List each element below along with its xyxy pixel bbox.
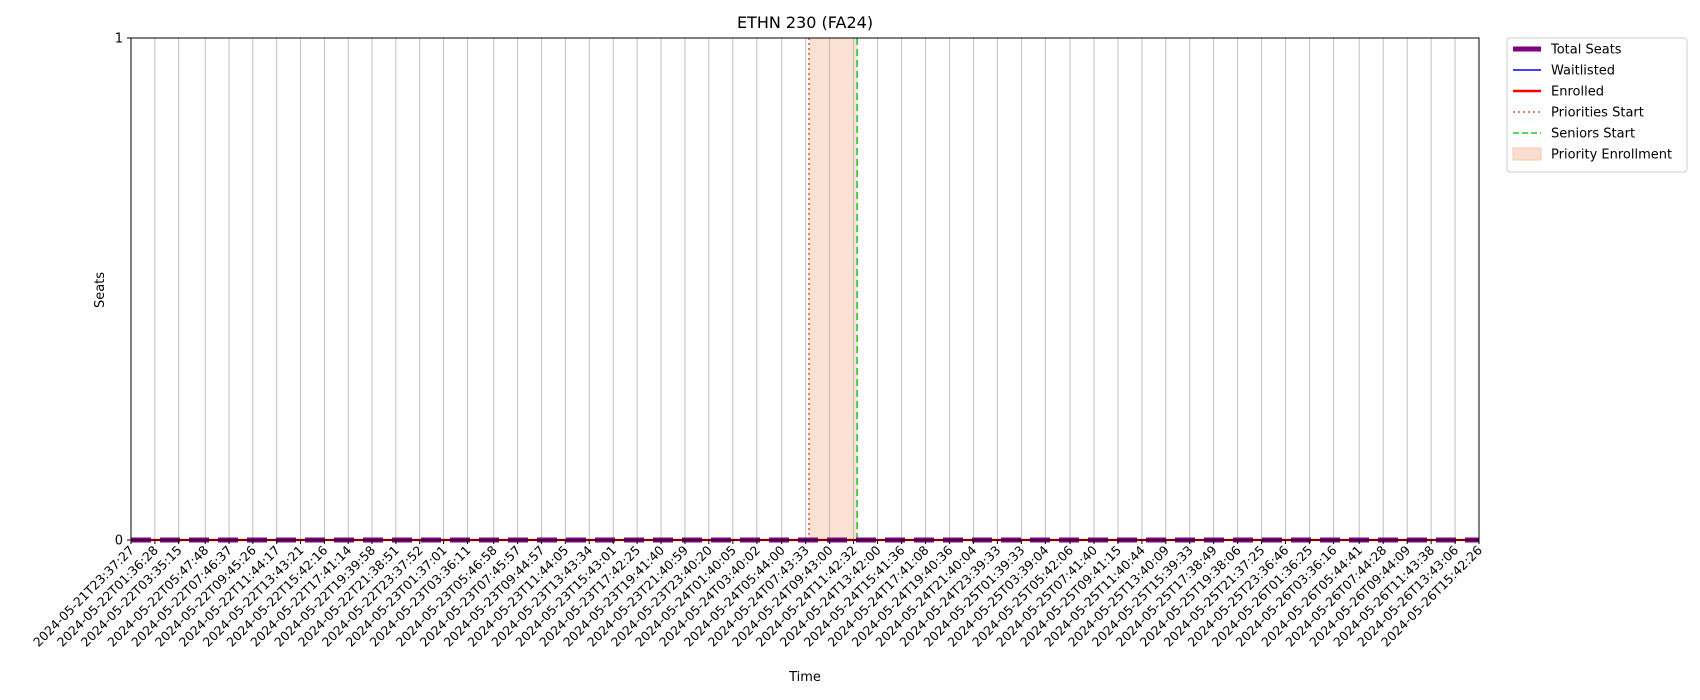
- legend-box: [1506, 37, 1688, 173]
- legend-label-enrolled: Enrolled: [1551, 85, 1604, 100]
- plot-frame: [130, 37, 1480, 541]
- y-tick-label-1: 1: [115, 32, 123, 47]
- x-axis-label: Time: [788, 670, 821, 685]
- legend-label-total-seats: Total Seats: [1550, 43, 1622, 58]
- y-tick-label-0: 0: [115, 534, 123, 549]
- legend-swatch-priority-enrollment: [1512, 147, 1542, 161]
- y-axis-label: Seats: [93, 272, 108, 308]
- plot-area: 012024-05-21T23:37:272024-05-22T01:36:28…: [30, 32, 1485, 650]
- legend-label-waitlisted: Waitlisted: [1551, 64, 1615, 79]
- legend-label-priorities-start: Priorities Start: [1551, 106, 1644, 121]
- legend-label-priority-enrollment: Priority Enrollment: [1551, 148, 1672, 163]
- legend: Total Seats Waitlisted Enrolled Priorities …: [1506, 37, 1688, 173]
- chart-title: ETHN 230 (FA24): [737, 13, 873, 32]
- priority-enrollment-span: [809, 38, 858, 540]
- legend-label-seniors-start: Seniors Start: [1551, 127, 1635, 142]
